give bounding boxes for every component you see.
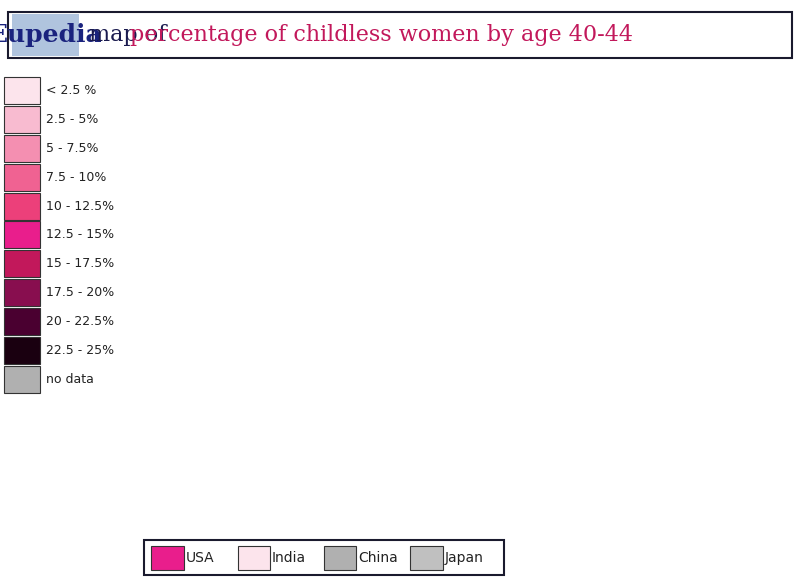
FancyBboxPatch shape [4, 106, 40, 133]
Text: 20 - 22.5%: 20 - 22.5% [46, 315, 114, 328]
FancyBboxPatch shape [12, 14, 78, 56]
Text: 10 - 12.5%: 10 - 12.5% [46, 200, 114, 213]
FancyBboxPatch shape [4, 308, 40, 335]
FancyBboxPatch shape [144, 540, 504, 575]
Text: 5 - 7.5%: 5 - 7.5% [46, 142, 98, 155]
FancyBboxPatch shape [4, 193, 40, 220]
FancyBboxPatch shape [4, 77, 40, 105]
Text: 22.5 - 25%: 22.5 - 25% [46, 344, 114, 357]
Text: map of: map of [82, 24, 174, 46]
Text: China: China [358, 551, 398, 565]
Text: 12.5 - 15%: 12.5 - 15% [46, 228, 114, 242]
FancyBboxPatch shape [4, 221, 40, 249]
Text: percentage of childless women by age 40-44: percentage of childless women by age 40-… [130, 24, 633, 46]
Text: < 2.5 %: < 2.5 % [46, 84, 96, 98]
FancyBboxPatch shape [410, 546, 443, 570]
Text: India: India [272, 551, 306, 565]
FancyBboxPatch shape [4, 164, 40, 191]
FancyBboxPatch shape [4, 279, 40, 306]
Text: Eupedia: Eupedia [0, 23, 102, 47]
Text: 17.5 - 20%: 17.5 - 20% [46, 286, 114, 299]
FancyBboxPatch shape [4, 365, 40, 393]
Text: 15 - 17.5%: 15 - 17.5% [46, 257, 114, 270]
Text: Japan: Japan [445, 551, 483, 565]
FancyBboxPatch shape [151, 546, 184, 570]
Text: 2.5 - 5%: 2.5 - 5% [46, 113, 98, 126]
Text: USA: USA [186, 551, 214, 565]
Text: 7.5 - 10%: 7.5 - 10% [46, 171, 106, 184]
FancyBboxPatch shape [4, 135, 40, 162]
FancyBboxPatch shape [324, 546, 357, 570]
FancyBboxPatch shape [4, 250, 40, 277]
FancyBboxPatch shape [8, 12, 792, 58]
Text: no data: no data [46, 372, 94, 386]
FancyBboxPatch shape [4, 337, 40, 364]
FancyBboxPatch shape [238, 546, 270, 570]
